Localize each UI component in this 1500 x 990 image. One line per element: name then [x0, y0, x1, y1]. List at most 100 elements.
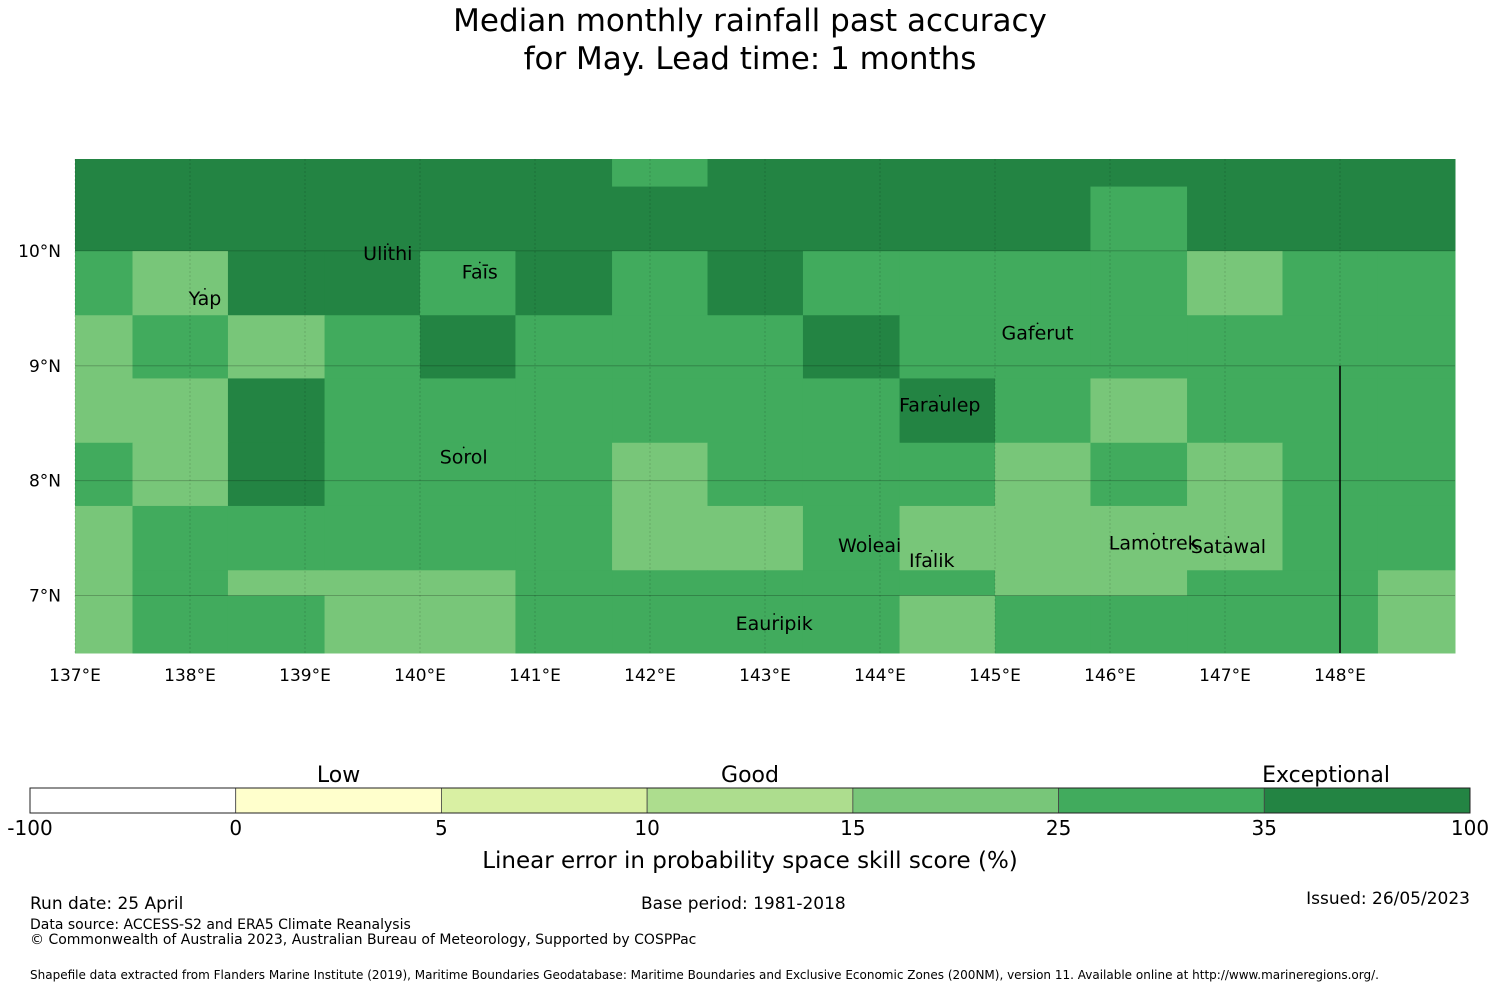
lon-tick-label: 143°E [739, 666, 791, 686]
colorbar: -100 0 5 10 15 25 35 100 Low Good Exceptional Linea… [7, 763, 1489, 874]
colorbar-tick-label: 0 [229, 816, 242, 840]
lon-tick-label: 140°E [394, 666, 446, 686]
grid-cell [1187, 595, 1283, 654]
grid-cell [132, 570, 229, 597]
grid-cell [1282, 378, 1379, 444]
lat-tick-label: 10°N [18, 242, 61, 262]
grid-cell [132, 378, 229, 444]
colorbar-category-label: Low [317, 763, 360, 788]
grid-cell [802, 442, 901, 507]
grid-cell [1090, 186, 1188, 251]
issued-date: Issued: 26/05/2023 [1306, 889, 1470, 909]
grid-cell [324, 505, 421, 571]
grid-cell [1187, 505, 1283, 571]
lon-tick-label: 147°E [1199, 666, 1251, 686]
grid-cell [612, 250, 708, 316]
copyright: © Commonwealth of Australia 2023, Austra… [30, 932, 697, 948]
grid-cell [995, 315, 1091, 379]
colorbar-bin [1263, 787, 1471, 814]
grid-cell [324, 250, 421, 316]
title-line-1: Median monthly rainfall past accuracy [453, 3, 1047, 39]
grid-cell [1282, 570, 1379, 597]
grid-cell [1187, 250, 1283, 316]
colorbar-bin [646, 787, 854, 814]
place-label: Faīs [462, 261, 498, 283]
grid-cell [420, 570, 516, 597]
island-marker [1227, 536, 1230, 538]
grid-cell [1282, 505, 1379, 571]
grid-cell [802, 505, 901, 571]
grid-cell [75, 378, 133, 444]
grid-cell [707, 442, 804, 507]
place-label: Gaferut [1002, 322, 1074, 344]
graticule [74, 159, 1455, 653]
grid-cell [1377, 378, 1456, 444]
grid-cell [227, 595, 326, 654]
skill-grid [75, 159, 1456, 654]
grid-cell [324, 595, 421, 654]
grid-cell [324, 315, 421, 379]
island-marker [938, 394, 941, 397]
grid-cell [515, 250, 613, 316]
lon-tick-label: 139°E [279, 666, 331, 686]
map-axes: 137°E 138°E 139°E 140°E 141°E 142°E 143°E 144°E… [18, 242, 1366, 686]
grid-cell [1090, 315, 1188, 379]
grid-cell [420, 315, 516, 379]
lon-tick-label: 141°E [509, 666, 561, 686]
grid-cell [420, 378, 516, 444]
grid-cell [1187, 570, 1283, 597]
grid-cell [227, 505, 326, 571]
colorbar-bin [852, 787, 1059, 814]
lon-tick-label: 138°E [164, 666, 216, 686]
grid-cell [1090, 505, 1188, 571]
lon-tick-label: 145°E [969, 666, 1021, 686]
grid-cell [227, 570, 326, 597]
grid-cell [132, 250, 229, 316]
place-label: Lamotrek [1109, 533, 1199, 555]
island-marker [868, 535, 871, 537]
island-marker [386, 243, 389, 245]
colorbar-bin [29, 787, 237, 814]
colorbar-bin [235, 787, 442, 814]
lon-tick-label: 137°E [49, 666, 101, 686]
shapefile-credit: Shapefile data extracted from Flanders M… [30, 968, 1379, 982]
grid-cell [612, 378, 708, 444]
colorbar-tick-label: 15 [840, 816, 865, 840]
place-label: Satawal [1191, 536, 1266, 558]
place-label: Ulithi [363, 243, 412, 265]
grid-cell [1090, 595, 1188, 654]
data-source: Data source: ACCESS-S2 and ERA5 Climate … [30, 917, 411, 933]
grid-cell [420, 505, 516, 571]
colorbar-frame [29, 787, 1471, 814]
grid-cell [802, 315, 901, 379]
grid-cell [899, 315, 996, 379]
grid-cell [75, 595, 133, 654]
grid-cell [995, 378, 1091, 444]
island-marker [930, 549, 933, 552]
grid-cell [1377, 570, 1456, 597]
grid-cell [612, 505, 708, 571]
grid-cell [707, 378, 804, 444]
grid-cell [227, 378, 326, 444]
colorbar-tick-label: 25 [1046, 816, 1071, 840]
title-line-2: for May. Lead time: 1 months [523, 41, 977, 77]
grid-cell [707, 595, 804, 654]
grid-cell [802, 595, 901, 654]
grid-cell [515, 595, 613, 654]
map-title: Median monthly rainfall past accuracy fo… [0, 2, 1500, 78]
island-marker [773, 613, 776, 615]
grid-cell [995, 250, 1091, 316]
grid-cell [1090, 442, 1188, 507]
grid-cell [995, 595, 1091, 654]
grid-cell [1187, 378, 1283, 444]
grid-cell [227, 442, 326, 507]
lat-tick-label: 9°N [29, 357, 61, 377]
grid-cell [612, 159, 708, 187]
grid-cell [75, 250, 133, 316]
grid-cell [995, 442, 1091, 507]
grid-cell [227, 250, 326, 316]
colorbar-tick-label: 5 [435, 816, 448, 840]
base-period: Base period: 1981-2018 [641, 894, 846, 914]
colorbar-tick-label: 100 [1451, 816, 1489, 840]
grid-cell [75, 570, 133, 597]
